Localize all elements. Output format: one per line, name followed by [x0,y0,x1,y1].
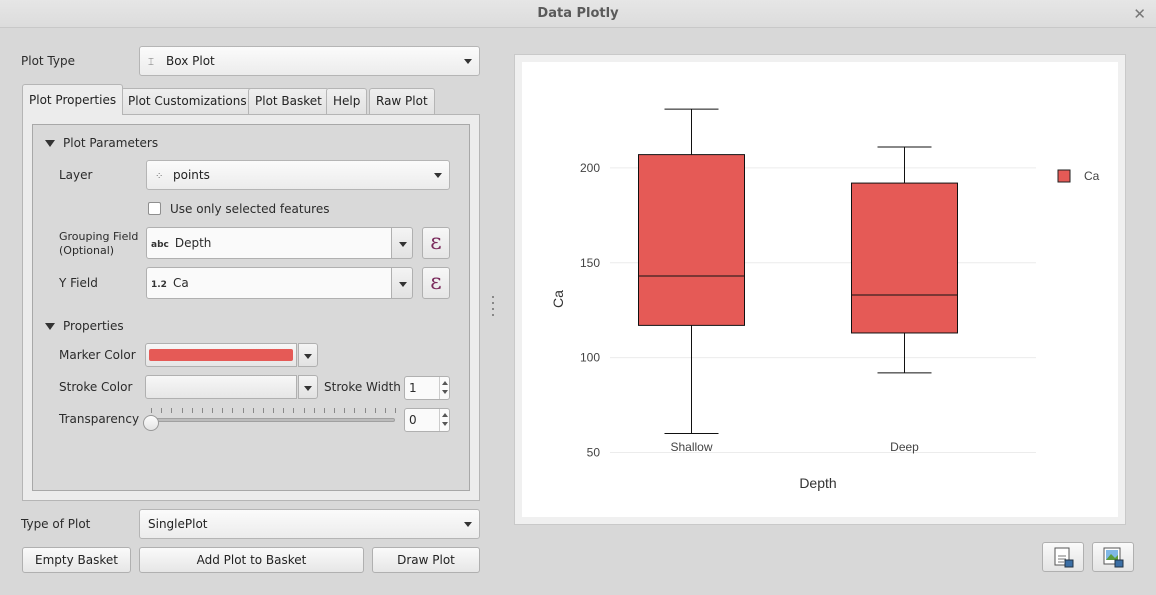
stroke-width-spinbox[interactable]: 1 [404,376,450,400]
legend-swatch [1057,169,1071,183]
box-plot-chart: 50 100 150 200 Shallow Deep Depth Ca Ca [550,108,1100,491]
slider-ticks [151,408,396,414]
chevron-down-icon [399,242,407,247]
boxes-layer [638,108,958,435]
spin-arrows-icon[interactable] [439,377,449,399]
grouping-optional-label: (Optional) [59,244,115,257]
marker-color-dropdown[interactable] [298,343,318,367]
marker-color-swatch [149,349,293,361]
plot-type-value: Box Plot [166,54,215,68]
grouping-field-dropdown[interactable] [391,227,413,259]
point-layer-icon: ⁘ [155,171,164,182]
legend: Ca [1057,169,1100,183]
stroke-width-label: Stroke Width [324,380,401,394]
string-type-icon: abc [151,240,169,250]
plot-parameters-header[interactable]: Plot Parameters [45,136,158,150]
y-ticks: 50 100 150 200 [580,161,600,460]
chevron-down-icon [434,173,442,178]
spin-arrows-icon[interactable] [439,409,449,431]
stroke-color-button[interactable] [145,375,297,399]
stroke-color-dropdown[interactable] [298,375,318,399]
box-body [638,154,745,326]
window-titlebar: Data Plotly ✕ [0,0,1156,28]
y-tick-label: 50 [587,446,601,460]
layer-select[interactable]: ⁘ points [146,160,450,190]
close-icon[interactable]: ✕ [1133,5,1146,23]
y-field-value: Ca [172,276,189,290]
chevron-down-icon [464,59,472,64]
marker-color-label: Marker Color [59,348,136,362]
type-of-plot-select[interactable]: SinglePlot [139,509,480,539]
tab-plot-basket[interactable]: Plot Basket [248,88,329,114]
save-image-button[interactable] [1092,542,1134,572]
chevron-down-icon [304,386,312,391]
chevron-down-icon [304,354,312,359]
box-deep [851,146,958,374]
layer-label: Layer [59,168,93,182]
box-plot-icon: ⌶ [148,57,154,68]
properties-title: Properties [63,319,124,333]
legend-label: Ca [1084,169,1100,183]
plot-parameters-title: Plot Parameters [63,136,159,150]
export-html-icon [1054,547,1074,568]
type-of-plot-value: SinglePlot [148,517,208,531]
grouping-field-input[interactable]: abc Depth [146,227,392,259]
y-axis-label: Ca [550,290,566,308]
transparency-slider-handle[interactable] [143,415,159,431]
x-tick-label: Deep [890,440,919,454]
layer-value: points [173,168,210,182]
y-field-label: Y Field [59,276,98,290]
y-tick-label: 200 [580,161,600,175]
numeric-type-icon: 1.2 [151,280,167,290]
grouping-field-value: Depth [174,236,212,250]
expression-icon: ε [430,230,442,255]
plot-canvas: 50 100 150 200 Shallow Deep Depth Ca Ca [522,62,1118,517]
tab-raw-plot[interactable]: Raw Plot [369,88,435,114]
plot-type-select[interactable]: ⌶ Box Plot [139,46,480,76]
use-selected-checkbox[interactable] [148,202,161,215]
grouping-field-label: Grouping Field [59,230,139,243]
export-image-icon [1103,547,1124,568]
tab-plot-properties[interactable]: Plot Properties [22,84,124,115]
chevron-down-icon [399,282,407,287]
collapse-triangle-icon [45,140,55,147]
properties-header[interactable]: Properties [45,319,124,333]
tab-plot-customizations[interactable]: Plot Customizations [121,88,254,114]
chevron-down-icon [464,522,472,527]
save-html-button[interactable] [1042,542,1084,572]
x-tick-label: Shallow [670,440,712,454]
x-axis-label: Depth [799,475,836,491]
x-ticks: Shallow Deep [670,440,919,454]
tab-help[interactable]: Help [326,88,368,114]
type-of-plot-label: Type of Plot [21,517,91,531]
add-to-basket-button[interactable]: Add Plot to Basket [139,547,364,573]
expression-icon: ε [430,270,442,295]
box-shallow [638,108,745,435]
y-expression-button[interactable]: ε [422,267,450,299]
grouping-expression-button[interactable]: ε [422,227,450,259]
use-selected-label: Use only selected features [170,202,330,216]
y-field-dropdown[interactable] [391,267,413,299]
transparency-label: Transparency [59,412,140,426]
transparency-value: 0 [409,413,417,427]
plot-type-label: Plot Type [21,54,75,68]
y-field-input[interactable]: 1.2 Ca [146,267,392,299]
transparency-spinbox[interactable]: 0 [404,408,450,432]
y-tick-label: 150 [580,256,600,270]
draw-plot-button[interactable]: Draw Plot [372,547,480,573]
transparency-slider-track[interactable] [151,418,395,422]
empty-basket-button[interactable]: Empty Basket [22,547,131,573]
collapse-triangle-icon [45,323,55,330]
box-body [851,182,958,334]
window-title: Data Plotly [537,6,619,21]
y-tick-label: 100 [580,351,600,365]
splitter-handle[interactable] [492,296,495,322]
marker-color-button[interactable] [145,343,297,367]
stroke-color-label: Stroke Color [59,380,133,394]
stroke-width-value: 1 [409,381,417,395]
